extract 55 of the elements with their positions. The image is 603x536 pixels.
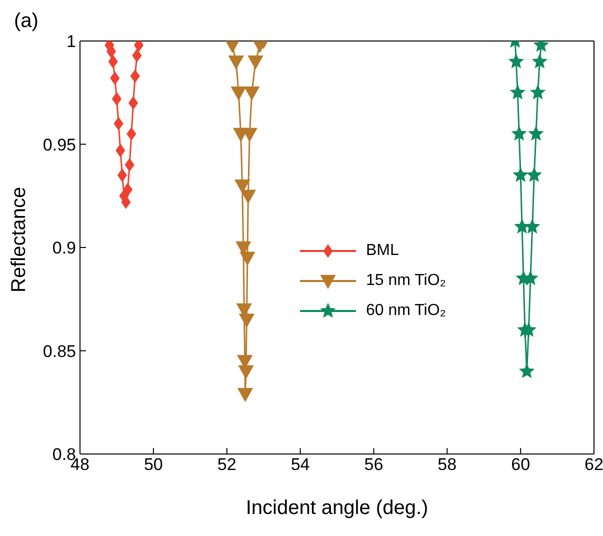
x-tick-label: 54 (290, 455, 310, 474)
point (528, 126, 544, 140)
point (532, 54, 547, 68)
x-tick-label: 62 (584, 455, 603, 474)
legend-label: 60 nm TiO₂ (366, 302, 446, 320)
point (106, 44, 116, 58)
point (530, 85, 545, 99)
point (110, 72, 120, 85)
point (114, 117, 124, 130)
y-tick-label: 1 (66, 32, 76, 52)
point (231, 86, 246, 100)
x-tick-label: 60 (511, 455, 530, 474)
point (116, 144, 126, 157)
text: (a) (14, 10, 38, 33)
x-tick-label: 52 (217, 455, 236, 474)
point (128, 96, 138, 110)
point (248, 56, 263, 70)
legend-label: BML (366, 242, 399, 260)
x-tick-label: 58 (438, 455, 457, 474)
point (238, 365, 254, 379)
point (520, 364, 534, 378)
point (132, 48, 142, 62)
point (134, 41, 144, 52)
point (521, 322, 536, 336)
point (240, 252, 255, 266)
point (238, 388, 253, 402)
point (124, 158, 134, 172)
point (108, 55, 118, 68)
point (240, 190, 256, 204)
point (514, 219, 530, 234)
point (234, 179, 250, 194)
y-axis-title: Reflectance (8, 186, 30, 292)
y-tick-label: 0.9 (52, 238, 76, 258)
point (513, 168, 528, 182)
point (512, 126, 526, 140)
point (121, 196, 131, 209)
point (239, 314, 254, 328)
point (123, 183, 132, 196)
y-tick-label: 0.85 (42, 342, 76, 361)
point (509, 54, 524, 68)
point (130, 70, 140, 83)
y-tick-label: 0.95 (42, 135, 76, 154)
point (118, 168, 127, 182)
legend-label: 15 nm TiO₂ (366, 272, 446, 290)
point (527, 168, 542, 182)
point (126, 127, 136, 140)
x-tick-label: 50 (144, 455, 163, 474)
point (242, 128, 258, 142)
point (525, 219, 540, 234)
point (244, 86, 260, 100)
x-axis-title: Incident angle (deg.) (246, 497, 428, 519)
point (510, 85, 525, 99)
point (228, 56, 244, 70)
x-tick-label: 56 (364, 455, 384, 474)
point (112, 92, 122, 106)
